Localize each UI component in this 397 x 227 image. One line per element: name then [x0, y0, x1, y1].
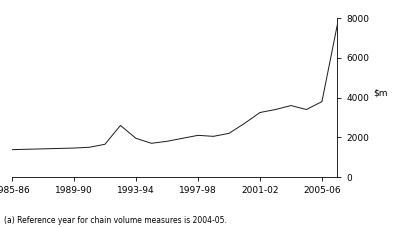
- Y-axis label: $m: $m: [374, 89, 388, 98]
- Text: (a) Reference year for chain volume measures is 2004-05.: (a) Reference year for chain volume meas…: [4, 216, 227, 225]
